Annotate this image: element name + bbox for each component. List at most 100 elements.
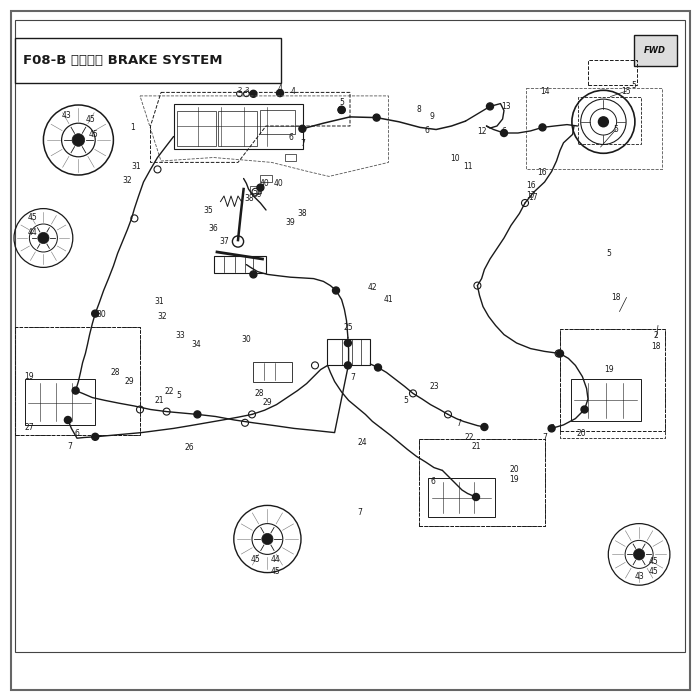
Text: 45: 45: [89, 130, 99, 139]
Text: FWD: FWD: [644, 46, 666, 55]
Text: 45: 45: [649, 568, 659, 576]
Text: 30: 30: [97, 311, 106, 319]
Text: 18: 18: [611, 293, 621, 302]
Text: 5: 5: [340, 99, 344, 107]
Text: 39: 39: [286, 218, 295, 227]
Circle shape: [38, 232, 49, 244]
Text: 31: 31: [132, 162, 141, 171]
Text: 8: 8: [416, 106, 421, 114]
Text: 25: 25: [344, 323, 354, 332]
Text: 1: 1: [131, 123, 135, 132]
Circle shape: [344, 362, 351, 369]
Text: 45: 45: [649, 557, 659, 566]
Circle shape: [548, 425, 555, 432]
Circle shape: [486, 103, 493, 110]
Text: 2: 2: [654, 332, 658, 340]
Text: 17: 17: [528, 193, 538, 202]
Circle shape: [344, 340, 351, 346]
Circle shape: [250, 90, 257, 97]
Circle shape: [338, 106, 345, 113]
Bar: [25, 379, 94, 425]
Text: 33: 33: [176, 332, 186, 340]
Text: 42: 42: [368, 283, 377, 291]
Text: 32: 32: [122, 176, 132, 185]
Text: 40: 40: [274, 179, 284, 188]
Text: 16: 16: [526, 181, 536, 190]
Text: 31: 31: [155, 297, 164, 305]
Text: 7: 7: [456, 419, 461, 428]
Text: 29: 29: [125, 377, 134, 386]
Text: 7: 7: [68, 442, 72, 451]
Text: 45: 45: [86, 115, 96, 123]
Circle shape: [598, 116, 609, 127]
Circle shape: [257, 184, 264, 191]
Text: 3: 3: [244, 87, 248, 92]
Text: 28: 28: [111, 368, 120, 377]
Text: 11: 11: [463, 162, 473, 171]
Text: 38: 38: [298, 209, 307, 218]
Text: F08-B 制动系统 BRAKE SYSTEM: F08-B 制动系统 BRAKE SYSTEM: [23, 55, 223, 67]
Text: 39: 39: [252, 190, 262, 199]
Text: 38: 38: [244, 195, 254, 203]
Text: 6: 6: [502, 127, 506, 136]
Text: 5: 5: [614, 125, 618, 134]
Text: 6: 6: [550, 424, 554, 433]
Circle shape: [500, 130, 508, 136]
Bar: [634, 35, 677, 66]
Text: 18: 18: [651, 342, 661, 351]
Text: 19: 19: [510, 475, 519, 484]
Text: 5: 5: [607, 249, 611, 258]
Circle shape: [373, 114, 380, 121]
Circle shape: [92, 433, 99, 440]
Text: 23: 23: [429, 382, 439, 391]
Text: 9: 9: [430, 113, 434, 121]
Circle shape: [250, 271, 257, 278]
Text: 22: 22: [164, 388, 174, 396]
Circle shape: [92, 310, 99, 317]
Text: 5: 5: [631, 81, 636, 90]
Text: 24: 24: [358, 438, 368, 447]
Bar: [15, 327, 140, 435]
Circle shape: [194, 411, 201, 418]
Bar: [570, 379, 640, 421]
Text: 44: 44: [270, 556, 280, 564]
Text: 29: 29: [262, 398, 272, 407]
Text: 17: 17: [526, 192, 536, 200]
Circle shape: [262, 533, 273, 545]
Text: 5: 5: [404, 396, 408, 405]
Circle shape: [539, 124, 546, 131]
Text: 37: 37: [219, 237, 229, 246]
Text: 28: 28: [254, 389, 264, 398]
Bar: [419, 439, 545, 526]
Circle shape: [634, 549, 645, 560]
Text: 4: 4: [290, 87, 295, 95]
Bar: [15, 38, 281, 83]
Text: 10: 10: [450, 155, 460, 163]
Bar: [260, 175, 272, 182]
Bar: [588, 60, 637, 85]
Text: 5: 5: [176, 391, 181, 400]
Bar: [285, 154, 296, 161]
Text: 6: 6: [75, 430, 79, 438]
Circle shape: [581, 406, 588, 413]
Text: 6: 6: [430, 477, 435, 486]
Circle shape: [64, 416, 71, 424]
Text: 27: 27: [25, 423, 34, 431]
Text: 2: 2: [237, 87, 241, 92]
Text: 13: 13: [501, 102, 511, 111]
Text: 32: 32: [158, 312, 167, 321]
Text: 16: 16: [538, 169, 547, 177]
Circle shape: [374, 364, 382, 371]
Bar: [218, 111, 257, 146]
Text: 12: 12: [477, 127, 486, 136]
Text: 7: 7: [358, 508, 362, 517]
Text: 34: 34: [191, 340, 201, 349]
Text: 4: 4: [278, 85, 282, 93]
Text: 43: 43: [62, 111, 71, 120]
Text: 43: 43: [634, 573, 644, 581]
Text: 35: 35: [204, 206, 214, 214]
Bar: [327, 339, 370, 365]
Bar: [428, 478, 495, 517]
Text: 22: 22: [464, 433, 474, 442]
Bar: [260, 110, 295, 134]
